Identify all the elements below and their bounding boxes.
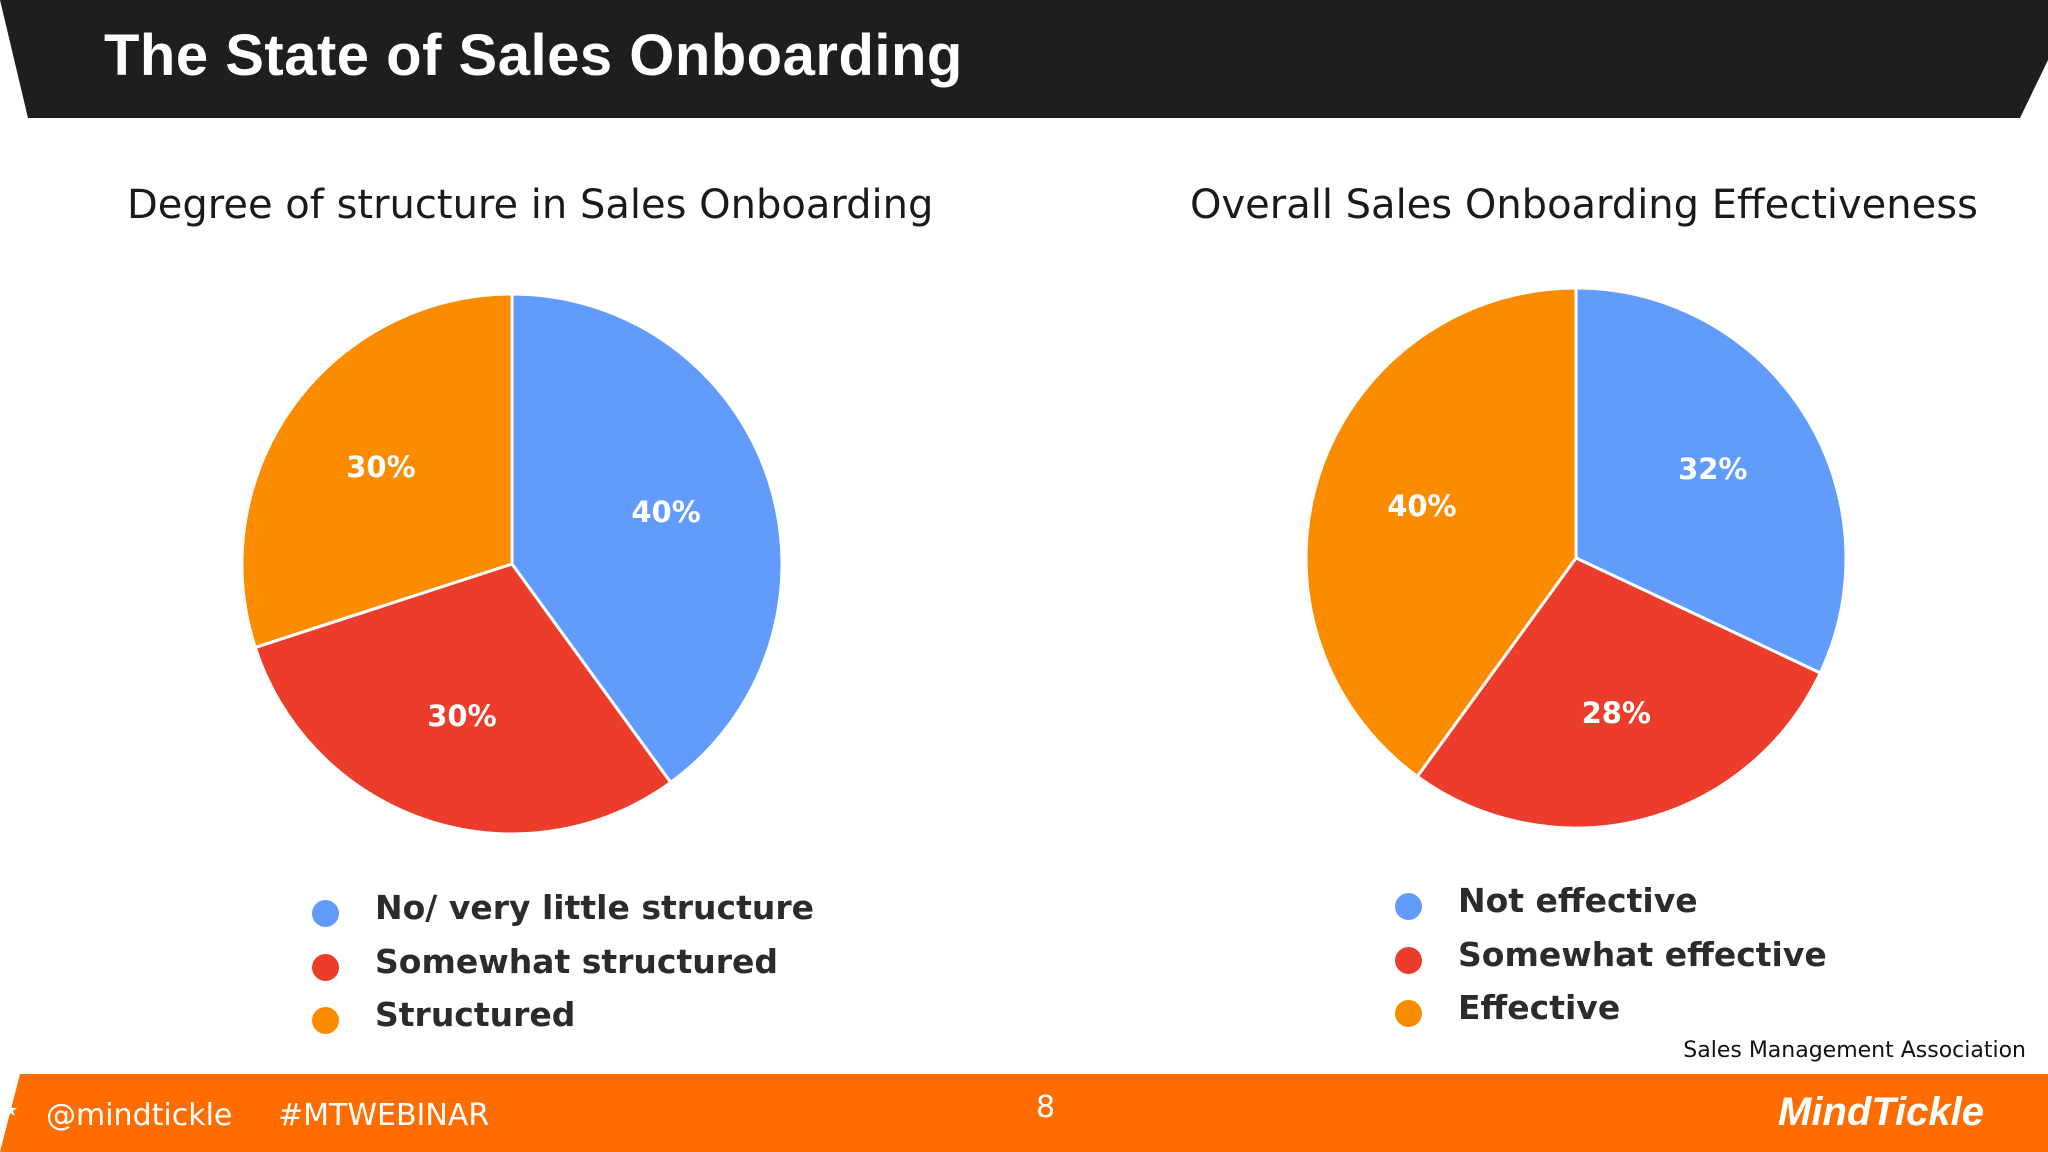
legend-dot-red — [1395, 946, 1422, 974]
legend-label: Effective — [1458, 988, 1621, 1027]
brand-logo-text: MindTickle — [1778, 1090, 1984, 1134]
pie-slice-label: 30% — [427, 699, 496, 733]
page-number: 8 — [1036, 1090, 1056, 1125]
footer-banner — [0, 1074, 2048, 1152]
header-banner — [0, 0, 2048, 118]
pie-slice-2 — [1415, 556, 1823, 830]
legend-label: No/ very little structure — [375, 888, 815, 927]
pie-chart-1: 40% 30% 30% — [240, 292, 784, 836]
legend-label: Structured — [375, 995, 576, 1034]
pie-slice-label: 40% — [631, 495, 700, 529]
legend-label: Not effective — [1458, 881, 1698, 920]
pie-slice-label: 32% — [1678, 452, 1747, 486]
pie-slice-label: 30% — [346, 450, 415, 484]
legend-dot-red — [312, 953, 339, 981]
legend-label: Somewhat structured — [375, 941, 779, 981]
slide-footer: @mindtickle #MTWEBINAR 8 MindTickle — [0, 1074, 2048, 1152]
legend-label: Somewhat effective — [1458, 934, 1827, 974]
chart-title-effectiveness: Overall Sales Onboarding Effectiveness — [1190, 182, 1978, 228]
legend-dot-orange — [312, 1007, 339, 1034]
pie-chart-2: 32% 28% 40% — [1304, 286, 1848, 830]
pie-slice-3 — [1304, 286, 1578, 779]
pie-slice-1 — [510, 292, 784, 785]
page-title: The State of Sales Onboarding — [104, 23, 963, 88]
chart-title-structure: Degree of structure in Sales Onboarding — [127, 182, 934, 228]
pie-slice-1 — [1574, 286, 1848, 675]
twitter-handle: @mindtickle — [46, 1098, 233, 1133]
pie-slice-label: 28% — [1582, 696, 1651, 730]
legend-dot-orange — [1395, 1000, 1422, 1027]
pie-slice-label: 40% — [1387, 489, 1456, 523]
pie-slice-3 — [240, 292, 514, 650]
legend-dot-blue — [312, 900, 339, 927]
exclamation-star-icon — [3, 1074, 19, 1116]
legend-dot-blue — [1395, 893, 1422, 920]
webinar-hashtag: #MTWEBINAR — [278, 1098, 490, 1133]
source-credit: Sales Management Association — [1683, 1038, 2026, 1063]
pie-slice-2 — [253, 562, 673, 836]
slide-header: The State of Sales Onboarding — [0, 0, 2048, 118]
